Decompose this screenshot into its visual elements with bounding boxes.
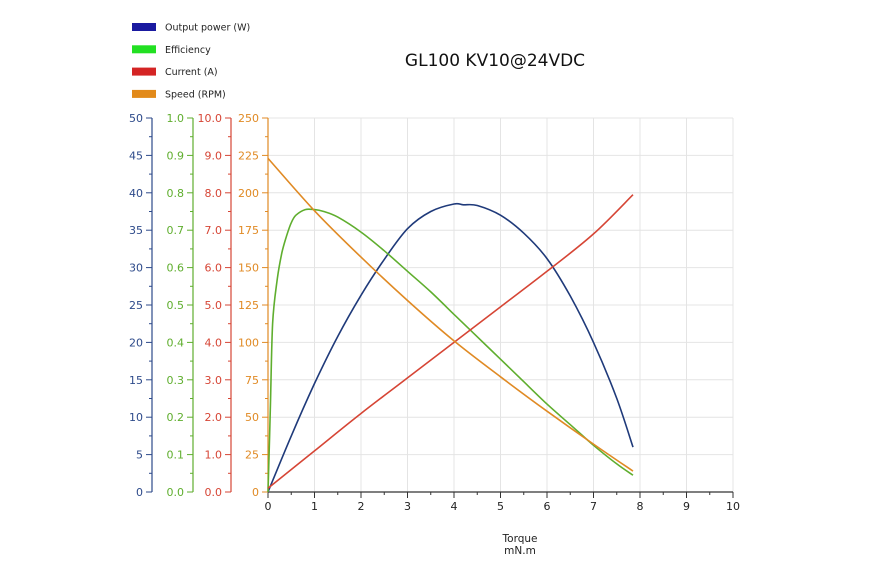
legend-label: Speed (RPM) [165,89,226,100]
y-tick-label: 150 [238,262,259,275]
y-tick-label: 0.8 [167,187,185,200]
y-tick-label: 75 [245,374,259,387]
y-axis-speed: 0 25 50 75 100 125 150 175 200 225 250 [238,112,269,499]
legend-swatch [132,45,156,54]
series-line-speed [267,157,634,472]
y-tick-label: 20 [129,336,143,349]
y-tick-label: 100 [238,336,259,349]
series-lines [267,157,634,493]
y-tick-label: 0.0 [167,486,185,499]
y-tick-label: 125 [238,299,259,312]
y-tick-label: 1.0 [205,449,223,462]
y-tick-label: 0.0 [205,486,223,499]
y-tick-label: 0.1 [167,449,185,462]
y-tick-label: 25 [129,299,143,312]
x-tick-label: 0 [265,500,272,513]
x-tick-label: 8 [637,500,644,513]
y-tick-label: 0.3 [167,374,185,387]
chart-title: GL100 KV10@24VDC [405,51,585,71]
series-line-efficiency [267,208,634,493]
y-tick-label: 9.0 [205,149,223,162]
y-tick-label: 50 [129,112,143,125]
y-tick-label: 0 [252,486,259,499]
x-axis-unit: mN.m [504,545,536,557]
x-tick-label: 3 [404,500,411,513]
y-tick-label: 3.0 [205,374,223,387]
y-tick-label: 0.5 [167,299,185,312]
y-tick-label: 0.4 [167,336,185,349]
y-tick-label: 10.0 [198,112,223,125]
x-tick-label: 1 [311,500,318,513]
y-tick-label: 6.0 [205,262,223,275]
x-tick-label: 7 [590,500,597,513]
legend-label: Output power (W) [165,23,250,34]
y-tick-label: 0.6 [167,262,185,275]
y-tick-label: 225 [238,149,259,162]
y-tick-label: 30 [129,262,143,275]
y-axis-efficiency: 0.0 0.1 0.2 0.3 0.4 0.5 0.6 0.7 0.8 0.9 1.0 [167,112,194,499]
x-tick-label: 6 [544,500,551,513]
y-tick-label: 15 [129,374,143,387]
x-tick-label: 5 [497,500,504,513]
y-tick-label: 0.9 [167,149,185,162]
x-axis-label: Torque [502,533,538,545]
y-tick-label: 4.0 [205,336,223,349]
y-tick-label: 40 [129,187,143,200]
legend-swatch [132,89,156,98]
y-tick-label: 8.0 [205,187,223,200]
grid [267,117,734,493]
x-tick-label: 9 [683,500,690,513]
legend-label: Current (A) [165,67,218,78]
y-tick-label: 250 [238,112,259,125]
legend-swatch [132,67,156,76]
y-axis-power: 0 5 10 15 20 25 30 35 40 45 50 [129,112,153,499]
y-tick-label: 0 [136,486,143,499]
x-tick-label: 10 [726,500,740,513]
y-tick-label: 35 [129,224,143,237]
y-tick-label: 10 [129,411,143,424]
legend-swatch [132,23,156,31]
legend-label: Efficiency [165,45,211,56]
y-tick-label: 2.0 [205,411,223,424]
x-tick-label: 4 [451,500,458,513]
legend: Output power (W) Efficiency Current (A) Spe… [132,23,250,100]
axes: 0 1 2 3 4 5 6 7 8 9 10051015202530354045500.00.10.… [129,112,740,513]
y-axis-current: 0.0 1.0 2.0 3.0 4.0 5.0 6.0 7.0 8.0 9.0 10.0 [198,112,232,499]
series-line-power [267,202,634,493]
y-tick-label: 0.2 [167,411,185,424]
y-tick-label: 5.0 [205,299,223,312]
y-tick-label: 1.0 [167,112,185,125]
series-line-current [267,194,634,489]
y-tick-label: 175 [238,224,259,237]
y-tick-label: 50 [245,411,259,424]
y-tick-label: 200 [238,187,259,200]
y-tick-label: 7.0 [205,224,223,237]
x-tick-label: 2 [358,500,365,513]
y-tick-label: 25 [245,449,259,462]
y-tick-label: 45 [129,149,143,162]
y-tick-label: 5 [136,449,143,462]
y-tick-label: 0.7 [167,224,185,237]
